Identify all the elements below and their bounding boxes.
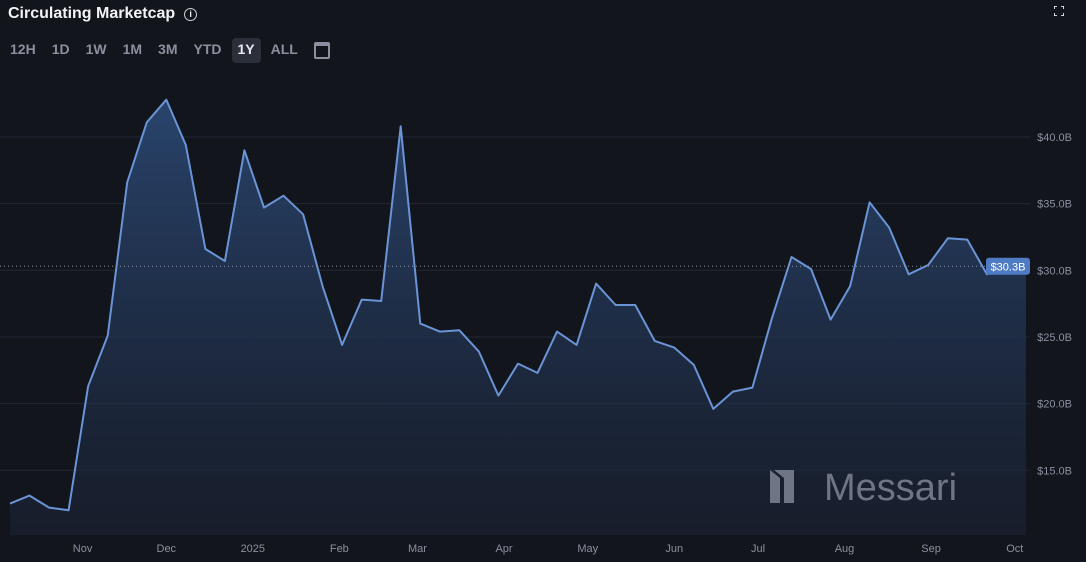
- range-1d[interactable]: 1D: [51, 41, 70, 57]
- x-tick-label: Apr: [495, 543, 512, 555]
- info-icon[interactable]: i: [184, 7, 198, 21]
- x-tick-label: Aug: [835, 543, 855, 555]
- y-tick-label: $25.0B: [1037, 332, 1072, 344]
- range-ytd[interactable]: YTD: [193, 41, 222, 57]
- y-tick-label: $30.0B: [1037, 265, 1072, 277]
- range-3m[interactable]: 3M: [158, 41, 178, 57]
- watermark: Messari: [770, 467, 957, 509]
- time-range-selector: 12H 1D 1W 1M 3M YTD 1Y ALL: [4, 38, 336, 63]
- range-1w[interactable]: 1W: [85, 41, 107, 57]
- range-1y[interactable]: 1Y: [231, 38, 261, 63]
- data-points: [9, 99, 1027, 511]
- range-1m[interactable]: 1M: [122, 41, 143, 57]
- range-all[interactable]: ALL: [270, 41, 298, 57]
- title-text: Circulating Marketcap: [8, 5, 176, 22]
- current-value-label: $30.3B: [991, 261, 1026, 273]
- messari-logo-icon: [770, 470, 794, 503]
- x-tick-label: Dec: [157, 543, 177, 555]
- chart-title: Circulating Marketcap i: [8, 5, 198, 23]
- x-tick-label: Oct: [1006, 543, 1023, 555]
- y-tick-label: $20.0B: [1037, 399, 1072, 411]
- current-value-badge: $30.3B: [986, 257, 1030, 275]
- x-tick-label: 2025: [241, 543, 265, 555]
- calendar-icon[interactable]: [313, 42, 330, 59]
- x-tick-label: Feb: [330, 543, 349, 555]
- x-tick-label: Jul: [751, 543, 765, 555]
- x-tick-label: Sep: [921, 543, 941, 555]
- y-tick-label: $40.0B: [1037, 132, 1072, 144]
- y-tick-label: $15.0B: [1037, 465, 1072, 477]
- x-tick-label: May: [577, 543, 598, 555]
- watermark-text: Messari: [824, 467, 957, 509]
- range-12h[interactable]: 12H: [10, 41, 36, 57]
- x-tick-label: Jun: [665, 543, 683, 555]
- x-tick-label: Nov: [73, 543, 93, 555]
- y-tick-label: $35.0B: [1037, 199, 1072, 211]
- x-tick-label: Mar: [408, 543, 427, 555]
